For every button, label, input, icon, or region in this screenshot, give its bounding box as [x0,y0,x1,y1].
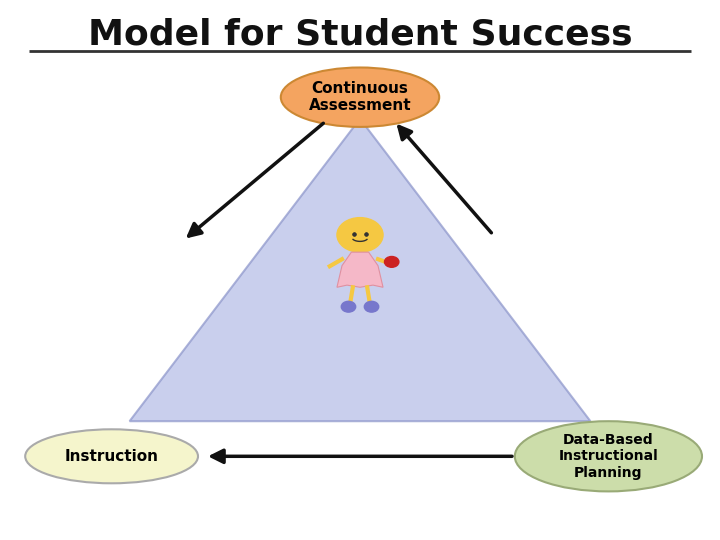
Ellipse shape [515,421,702,491]
Text: Instruction: Instruction [65,449,158,464]
Ellipse shape [25,429,198,483]
Circle shape [337,218,383,252]
Text: Model for Student Success: Model for Student Success [88,17,632,51]
Text: Continuous
Assessment: Continuous Assessment [309,81,411,113]
Polygon shape [130,119,590,421]
Polygon shape [337,252,383,287]
Ellipse shape [281,68,439,127]
Circle shape [364,301,379,312]
Circle shape [384,256,399,267]
Text: Data-Based
Instructional
Planning: Data-Based Instructional Planning [559,433,658,480]
Circle shape [341,301,356,312]
